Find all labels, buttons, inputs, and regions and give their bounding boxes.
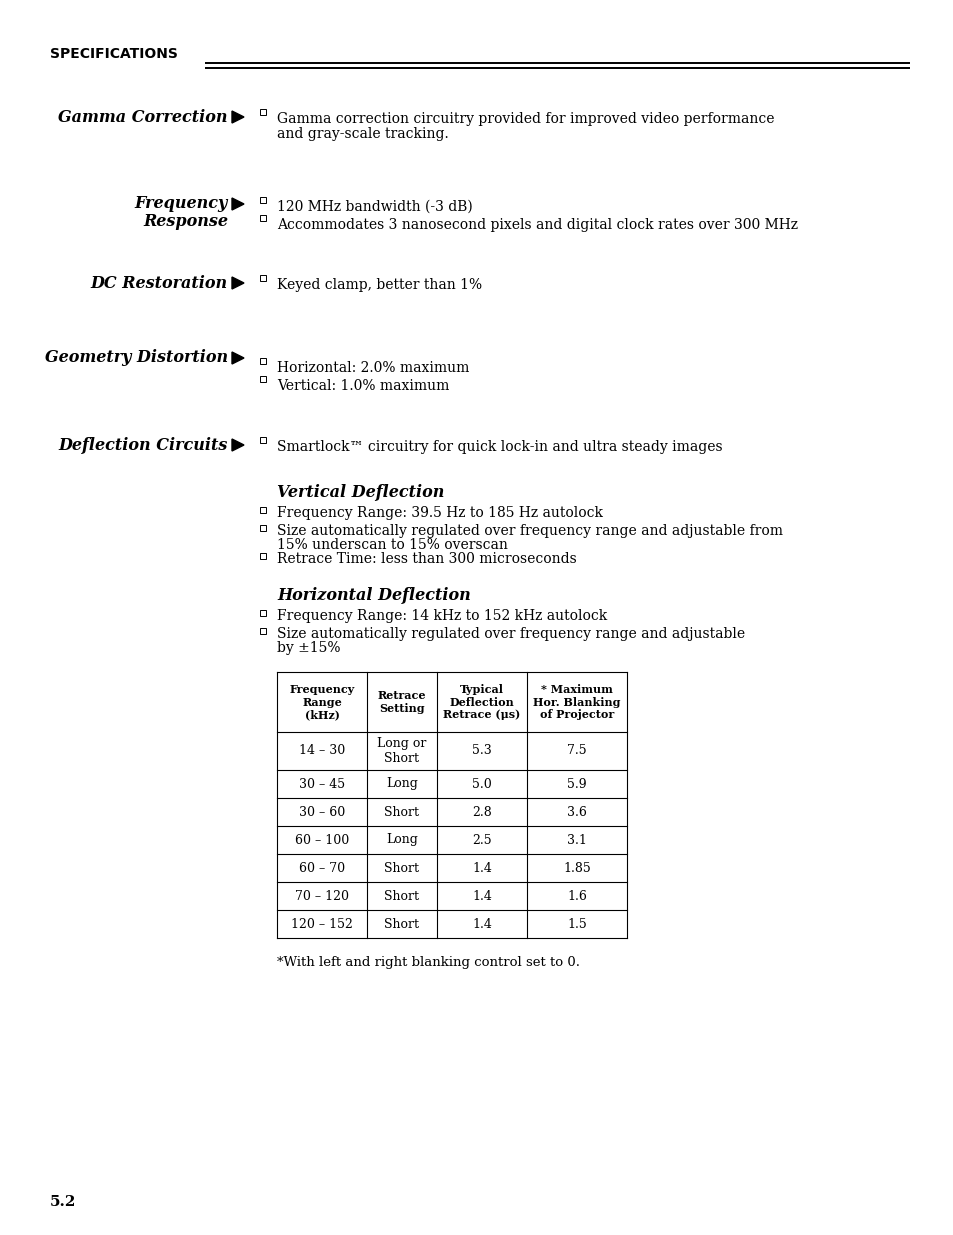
Text: 5.3: 5.3 bbox=[472, 745, 492, 757]
Text: Frequency: Frequency bbox=[134, 195, 228, 212]
Text: 5.9: 5.9 bbox=[567, 778, 586, 790]
Text: 5.0: 5.0 bbox=[472, 778, 492, 790]
Text: Geometry Distortion: Geometry Distortion bbox=[45, 350, 228, 367]
Text: Horizontal Deflection: Horizontal Deflection bbox=[276, 587, 470, 604]
Text: by ±15%: by ±15% bbox=[276, 641, 340, 655]
Bar bbox=[260, 629, 266, 634]
Bar bbox=[260, 610, 266, 616]
Text: * Maximum
Hor. Blanking
of Projector: * Maximum Hor. Blanking of Projector bbox=[533, 684, 620, 720]
Text: Short: Short bbox=[384, 889, 419, 903]
Text: Retrace
Setting: Retrace Setting bbox=[377, 690, 426, 714]
Text: 2.8: 2.8 bbox=[472, 805, 492, 819]
Polygon shape bbox=[232, 111, 244, 124]
Text: and gray-scale tracking.: and gray-scale tracking. bbox=[276, 127, 448, 141]
Text: 5.2: 5.2 bbox=[50, 1195, 76, 1209]
Text: Frequency Range: 14 kHz to 152 kHz autolock: Frequency Range: 14 kHz to 152 kHz autol… bbox=[276, 609, 607, 622]
Bar bbox=[260, 525, 266, 531]
Text: 7.5: 7.5 bbox=[567, 745, 586, 757]
Text: 30 – 45: 30 – 45 bbox=[298, 778, 345, 790]
Bar bbox=[260, 508, 266, 513]
Text: Accommodates 3 nanosecond pixels and digital clock rates over 300 MHz: Accommodates 3 nanosecond pixels and dig… bbox=[276, 219, 797, 232]
Text: Long: Long bbox=[386, 778, 417, 790]
Text: Gamma correction circuitry provided for improved video performance: Gamma correction circuitry provided for … bbox=[276, 112, 774, 126]
Text: Short: Short bbox=[384, 862, 419, 874]
Text: Size automatically regulated over frequency range and adjustable: Size automatically regulated over freque… bbox=[276, 627, 744, 641]
Text: Short: Short bbox=[384, 805, 419, 819]
Bar bbox=[260, 215, 266, 221]
Text: Frequency
Range
(kHz): Frequency Range (kHz) bbox=[289, 684, 355, 720]
Text: 3.1: 3.1 bbox=[566, 834, 586, 846]
Text: SPECIFICATIONS: SPECIFICATIONS bbox=[50, 47, 177, 61]
Text: 60 – 70: 60 – 70 bbox=[298, 862, 345, 874]
Text: 3.6: 3.6 bbox=[566, 805, 586, 819]
Text: Short: Short bbox=[384, 918, 419, 930]
Bar bbox=[260, 109, 266, 115]
Text: 60 – 100: 60 – 100 bbox=[294, 834, 349, 846]
Text: 1.4: 1.4 bbox=[472, 889, 492, 903]
Text: Size automatically regulated over frequency range and adjustable from: Size automatically regulated over freque… bbox=[276, 524, 782, 538]
Bar bbox=[260, 553, 266, 558]
Text: 1.5: 1.5 bbox=[566, 918, 586, 930]
Polygon shape bbox=[232, 438, 244, 451]
Polygon shape bbox=[232, 277, 244, 289]
Bar bbox=[260, 437, 266, 443]
Text: 120 MHz bandwidth (-3 dB): 120 MHz bandwidth (-3 dB) bbox=[276, 200, 473, 214]
Text: *With left and right blanking control set to 0.: *With left and right blanking control se… bbox=[276, 956, 579, 969]
Text: Response: Response bbox=[143, 212, 228, 230]
Text: 1.6: 1.6 bbox=[566, 889, 586, 903]
Text: 15% underscan to 15% overscan: 15% underscan to 15% overscan bbox=[276, 538, 507, 552]
Text: Retrace Time: less than 300 microseconds: Retrace Time: less than 300 microseconds bbox=[276, 552, 577, 566]
Text: Horizontal: 2.0% maximum: Horizontal: 2.0% maximum bbox=[276, 361, 469, 375]
Text: 1.85: 1.85 bbox=[562, 862, 590, 874]
Text: Vertical Deflection: Vertical Deflection bbox=[276, 484, 444, 501]
Text: Deflection Circuits: Deflection Circuits bbox=[58, 436, 228, 453]
Text: 30 – 60: 30 – 60 bbox=[298, 805, 345, 819]
Text: 14 – 30: 14 – 30 bbox=[298, 745, 345, 757]
Text: Smartlock™ circuitry for quick lock-in and ultra steady images: Smartlock™ circuitry for quick lock-in a… bbox=[276, 440, 721, 454]
Bar bbox=[260, 198, 266, 203]
Text: 1.4: 1.4 bbox=[472, 918, 492, 930]
Text: 120 – 152: 120 – 152 bbox=[291, 918, 353, 930]
Polygon shape bbox=[232, 352, 244, 364]
Text: 2.5: 2.5 bbox=[472, 834, 492, 846]
Text: Gamma Correction: Gamma Correction bbox=[58, 109, 228, 126]
Text: Typical
Deflection
Retrace (μs): Typical Deflection Retrace (μs) bbox=[443, 684, 520, 720]
Text: 1.4: 1.4 bbox=[472, 862, 492, 874]
Bar bbox=[260, 377, 266, 382]
Text: Long: Long bbox=[386, 834, 417, 846]
Bar bbox=[260, 275, 266, 280]
Text: Long or
Short: Long or Short bbox=[377, 737, 426, 764]
Polygon shape bbox=[232, 198, 244, 210]
Text: Vertical: 1.0% maximum: Vertical: 1.0% maximum bbox=[276, 379, 449, 393]
Text: Keyed clamp, better than 1%: Keyed clamp, better than 1% bbox=[276, 278, 481, 291]
Text: DC Restoration: DC Restoration bbox=[91, 274, 228, 291]
Text: Frequency Range: 39.5 Hz to 185 Hz autolock: Frequency Range: 39.5 Hz to 185 Hz autol… bbox=[276, 506, 602, 520]
Bar bbox=[260, 358, 266, 364]
Text: 70 – 120: 70 – 120 bbox=[294, 889, 349, 903]
